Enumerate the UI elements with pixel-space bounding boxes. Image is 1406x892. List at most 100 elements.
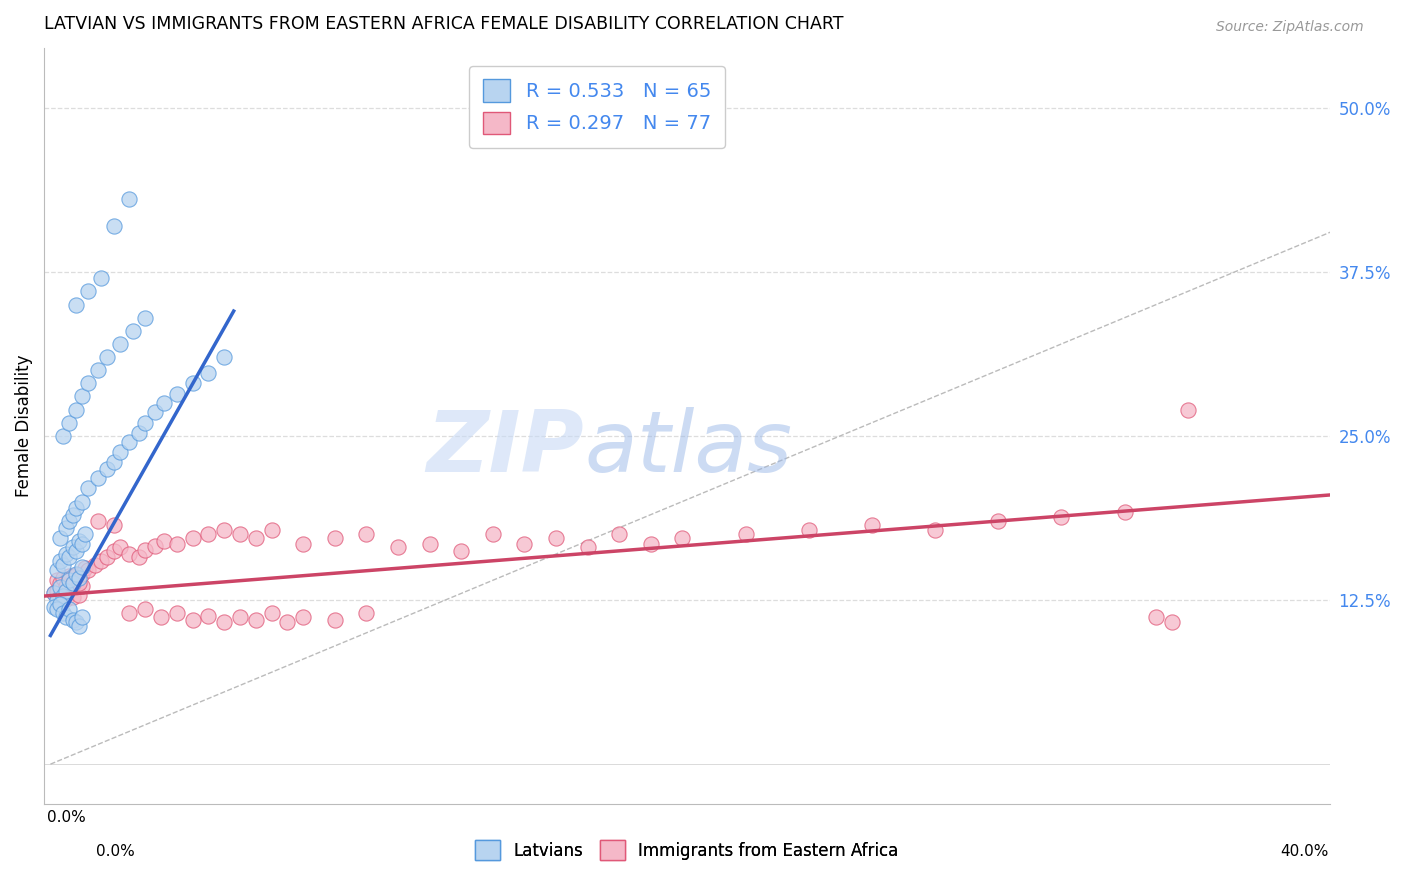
Point [67, 619, 90, 633]
Point [65, 402, 87, 417]
Point [67, 588, 90, 602]
Point [108, 337, 131, 351]
Point [90, 271, 112, 285]
Point [513, 536, 536, 550]
Point [70, 610, 93, 624]
Point [52, 429, 75, 443]
Point [45, 602, 67, 616]
Point [245, 613, 267, 627]
Point [387, 541, 409, 555]
Point [450, 544, 472, 558]
Point [134, 543, 156, 558]
Point [62, 591, 84, 605]
Point [49, 531, 72, 545]
Point [58, 514, 80, 528]
Point [55, 583, 77, 598]
Point [70, 536, 93, 550]
Text: 40.0%: 40.0% [1281, 845, 1329, 859]
Point [181, 613, 204, 627]
Point [121, 324, 143, 338]
Point [70, 560, 93, 574]
Point [55, 578, 77, 592]
Point [52, 606, 75, 620]
Text: atlas: atlas [585, 407, 792, 491]
Point [52, 558, 75, 572]
Point [77, 563, 100, 577]
Point [77, 376, 100, 391]
Point [640, 536, 662, 550]
Point [118, 193, 141, 207]
Point [96, 549, 118, 564]
Text: 0.0%: 0.0% [96, 845, 135, 859]
Point [75, 561, 97, 575]
Point [419, 536, 441, 550]
Point [65, 566, 87, 581]
Point [481, 527, 503, 541]
Point [212, 524, 235, 538]
Point [42, 586, 65, 600]
Point [143, 539, 166, 553]
Point [1177, 402, 1199, 417]
Point [70, 494, 93, 508]
Point [153, 533, 176, 548]
Point [323, 531, 346, 545]
Point [58, 549, 80, 564]
Point [58, 582, 80, 597]
Point [67, 571, 90, 585]
Point [42, 599, 65, 614]
Point [49, 597, 72, 611]
Point [108, 444, 131, 458]
Point [75, 527, 97, 541]
Point [70, 578, 93, 592]
Text: ZIP: ZIP [426, 407, 585, 491]
Point [52, 581, 75, 595]
Point [860, 518, 883, 533]
Point [245, 531, 267, 545]
Point [65, 580, 87, 594]
Point [55, 547, 77, 561]
Point [797, 524, 820, 538]
Point [118, 606, 141, 620]
Point [987, 514, 1010, 528]
Point [83, 558, 105, 572]
Point [197, 527, 219, 541]
Point [65, 501, 87, 516]
Point [197, 366, 219, 380]
Text: 0.0%: 0.0% [48, 811, 86, 825]
Point [103, 518, 125, 533]
Point [77, 285, 100, 299]
Point [87, 471, 110, 485]
Point [103, 544, 125, 558]
Point [356, 527, 378, 541]
Point [58, 602, 80, 616]
Point [67, 576, 90, 591]
Point [150, 610, 173, 624]
Point [87, 363, 110, 377]
Point [118, 547, 141, 561]
Point [108, 541, 131, 555]
Point [166, 536, 188, 550]
Point [671, 531, 693, 545]
Point [734, 527, 756, 541]
Point [134, 310, 156, 325]
Point [166, 606, 188, 620]
Point [356, 606, 378, 620]
Point [292, 536, 315, 550]
Point [229, 610, 252, 624]
Point [65, 568, 87, 582]
Point [49, 589, 72, 603]
Point [42, 586, 65, 600]
Point [128, 549, 150, 564]
Point [260, 606, 283, 620]
Point [96, 350, 118, 364]
Point [58, 416, 80, 430]
Point [118, 435, 141, 450]
Point [134, 602, 156, 616]
Point [65, 297, 87, 311]
Point [607, 527, 630, 541]
Point [52, 571, 75, 585]
Point [90, 553, 112, 567]
Text: Source: ZipAtlas.com: Source: ZipAtlas.com [1216, 21, 1364, 34]
Legend: R = 0.533   N = 65, R = 0.297   N = 77: R = 0.533 N = 65, R = 0.297 N = 77 [470, 66, 724, 147]
Point [55, 610, 77, 624]
